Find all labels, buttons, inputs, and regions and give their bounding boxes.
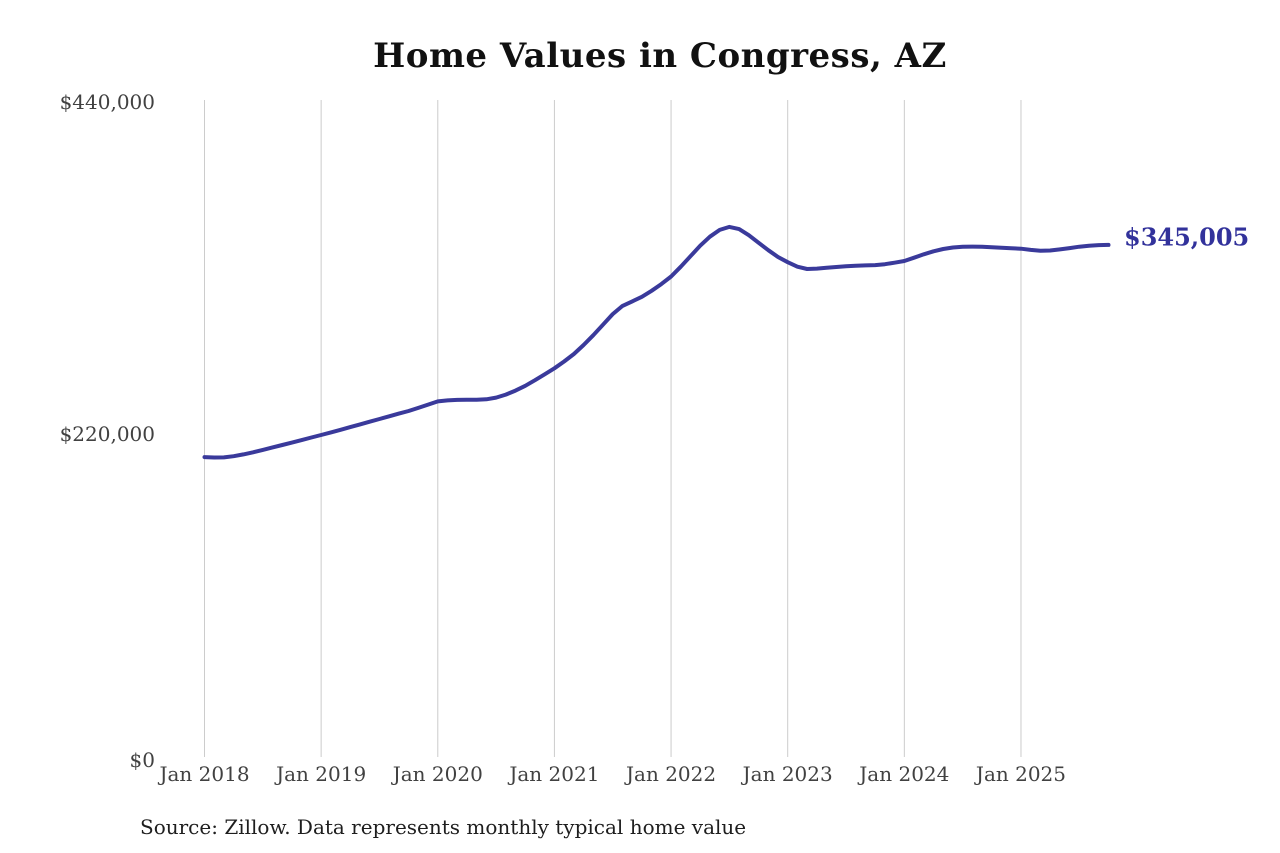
x-tick-label: Jan 2022 [626, 762, 717, 786]
x-tick-label: Jan 2020 [392, 762, 483, 786]
y-tick-label: $220,000 [59, 422, 155, 446]
x-tick-label: Jan 2019 [276, 762, 367, 786]
home-value-series-line [202, 224, 1111, 460]
source-note: Source: Zillow. Data represents monthly … [140, 815, 747, 839]
x-tick-label: Jan 2021 [509, 762, 600, 786]
y-tick-label: $0 [129, 748, 155, 772]
chart-title: Home Values in Congress, AZ [373, 36, 947, 76]
x-tick-label: Jan 2023 [742, 762, 833, 786]
x-tick-label: Jan 2024 [859, 762, 950, 786]
x-tick-label: Jan 2025 [975, 762, 1067, 786]
y-tick-label: $440,000 [59, 90, 155, 114]
x-tick-label: Jan 2018 [159, 762, 250, 786]
current-value-label: $345,005 [1124, 222, 1250, 252]
